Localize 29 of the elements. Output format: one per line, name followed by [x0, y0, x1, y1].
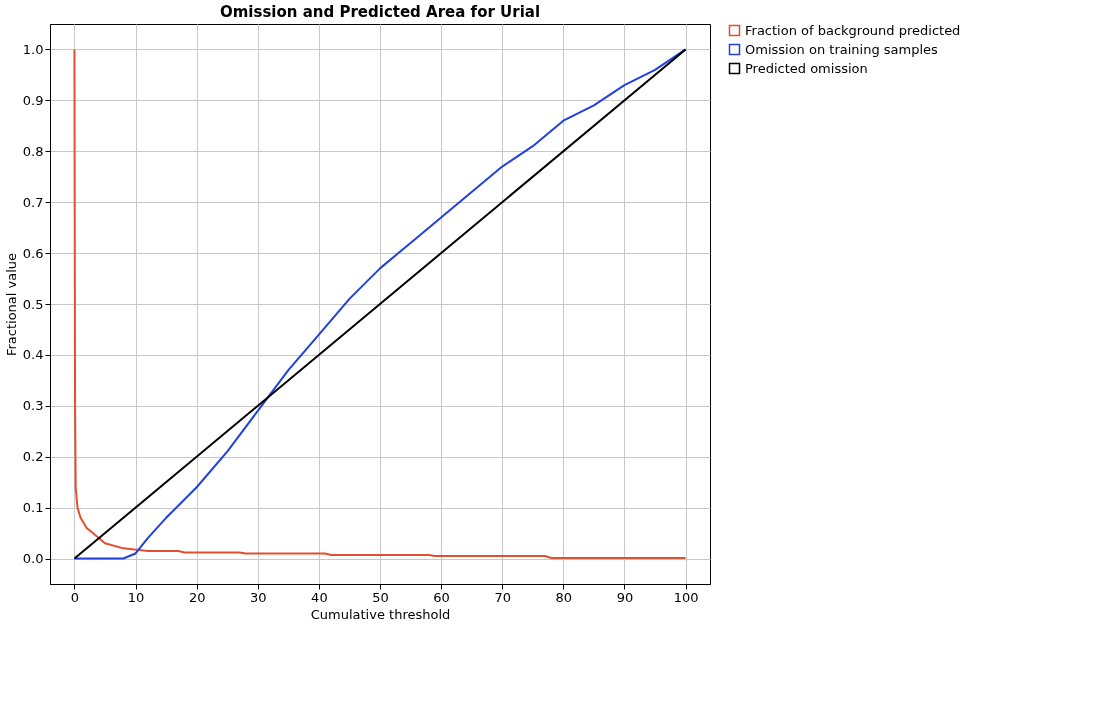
y-tick-label: 0.3 — [22, 398, 44, 414]
y-tick-label: 0.5 — [22, 296, 44, 312]
x-tick-label: 100 — [673, 589, 699, 605]
y-tick-label: 0.2 — [22, 449, 44, 465]
y-tick-label: 0.8 — [22, 143, 44, 159]
x-tick-label: 40 — [311, 589, 328, 605]
x-tick-label: 60 — [433, 589, 450, 605]
y-tick-label: 0.0 — [22, 551, 44, 567]
y-tick-label: 0.4 — [22, 347, 44, 363]
x-tick-label: 10 — [127, 589, 145, 605]
chart-title: Omission and Predicted Area for Urial — [219, 3, 541, 21]
y-tick-label: 0.7 — [22, 194, 44, 210]
y-tick-label: 0.9 — [22, 92, 44, 108]
line-series — [73, 48, 687, 560]
y-axis-title: Fractional value — [3, 252, 19, 357]
x-tick-label: 70 — [494, 589, 511, 605]
x-tick-label: 90 — [616, 589, 634, 605]
y-tick-label: 1.0 — [22, 41, 44, 57]
x-tick-label: 80 — [555, 589, 573, 605]
legend-label: Fraction of background predicted — [745, 22, 961, 38]
legend-label: Omission on training samples — [745, 41, 939, 57]
legend-label: Predicted omission — [745, 60, 868, 76]
x-tick-label: 0 — [70, 589, 80, 605]
x-tick-label: 30 — [250, 589, 267, 605]
y-tick-label: 0.1 — [22, 500, 44, 516]
x-axis-title: Cumulative threshold — [310, 606, 451, 622]
y-tick-label: 0.6 — [22, 245, 44, 261]
x-tick-label: 50 — [372, 589, 389, 605]
x-tick-label: 20 — [188, 589, 206, 605]
